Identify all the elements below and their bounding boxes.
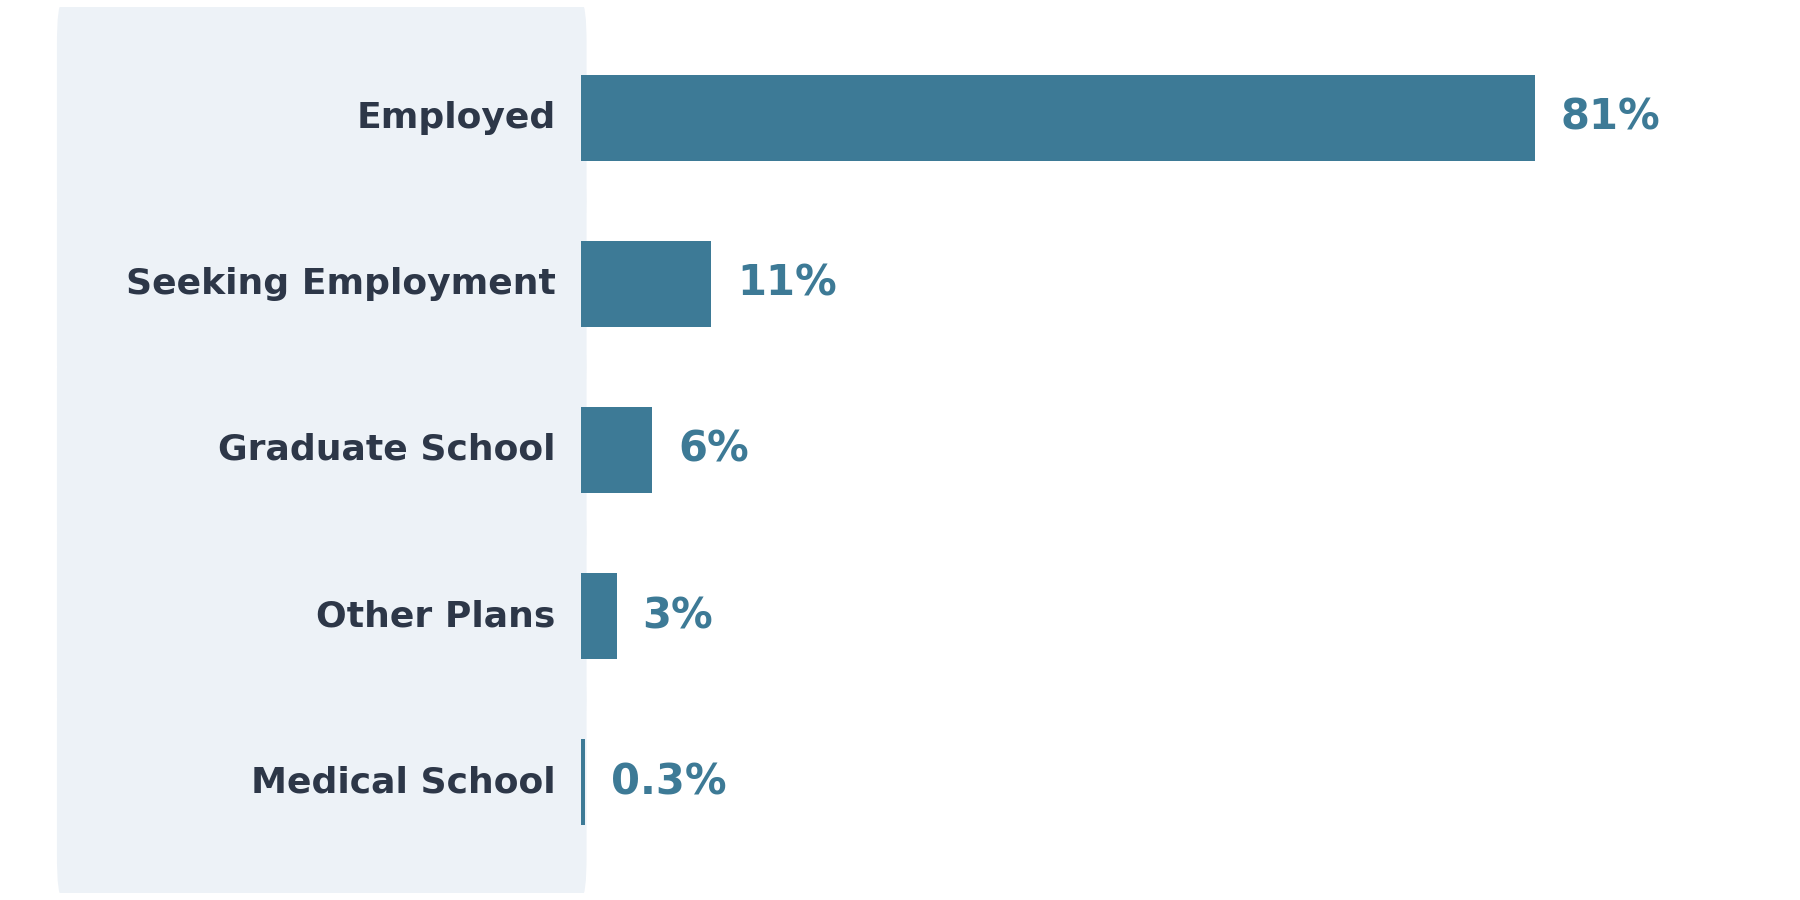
Bar: [581, 75, 1535, 160]
FancyBboxPatch shape: [58, 336, 587, 564]
Bar: [581, 573, 617, 659]
Text: 3%: 3%: [643, 595, 713, 637]
Text: 6%: 6%: [679, 429, 749, 471]
Text: 81%: 81%: [1561, 96, 1661, 139]
FancyBboxPatch shape: [58, 668, 587, 896]
FancyBboxPatch shape: [58, 4, 587, 232]
Bar: [581, 740, 585, 825]
Text: Employed: Employed: [356, 101, 556, 135]
Text: Medical School: Medical School: [250, 765, 556, 799]
Text: 11%: 11%: [736, 263, 837, 305]
Bar: [581, 407, 652, 493]
Text: 0.3%: 0.3%: [610, 761, 727, 804]
Bar: [581, 241, 711, 327]
Text: Graduate School: Graduate School: [218, 433, 556, 467]
FancyBboxPatch shape: [58, 169, 587, 399]
FancyBboxPatch shape: [58, 501, 587, 731]
Text: Seeking Employment: Seeking Employment: [126, 267, 556, 301]
Text: Other Plans: Other Plans: [317, 599, 556, 633]
